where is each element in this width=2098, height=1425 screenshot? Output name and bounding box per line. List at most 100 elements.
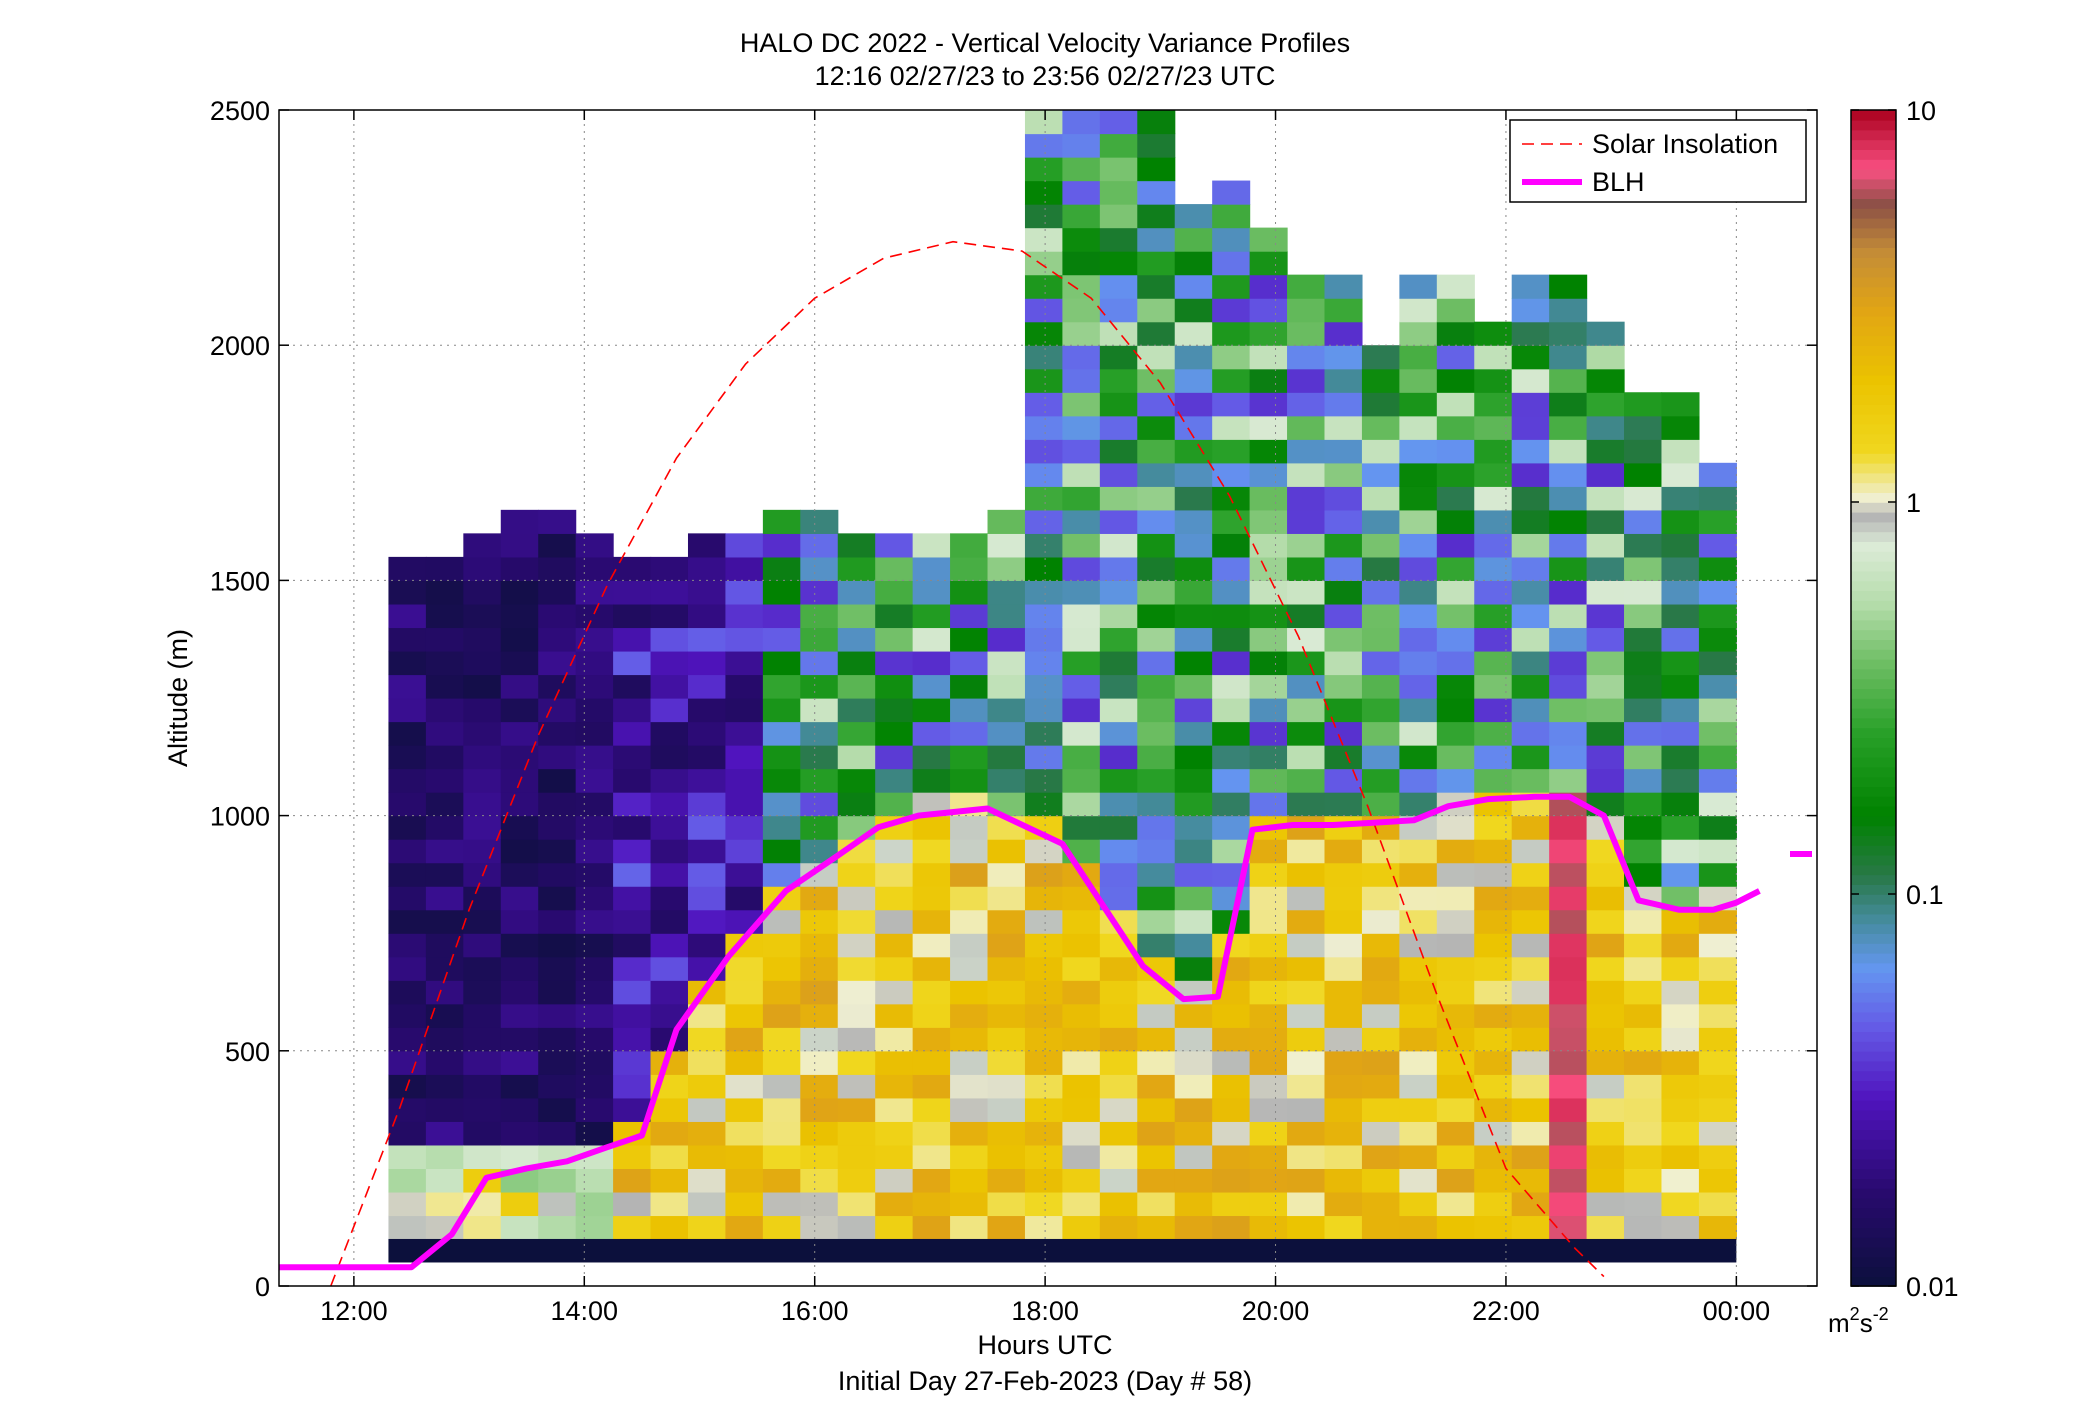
heatmap-cell — [987, 862, 1026, 887]
heatmap-cell — [1474, 345, 1513, 370]
heatmap-cell — [1137, 1027, 1176, 1052]
heatmap-cell — [1062, 533, 1101, 558]
heatmap-cell — [1511, 509, 1550, 534]
heatmap-cell — [837, 768, 876, 793]
heatmap-cell — [1698, 909, 1737, 934]
y-tick-label: 1500 — [210, 566, 270, 596]
heatmap-cell — [1324, 368, 1363, 393]
heatmap-cell — [1586, 886, 1625, 911]
heatmap-cell — [987, 909, 1026, 934]
heatmap-cell — [1249, 909, 1288, 934]
heatmap-cell — [950, 533, 989, 558]
heatmap-cell — [1287, 980, 1326, 1005]
heatmap-cell — [1361, 1191, 1400, 1217]
colorbar-segment — [1851, 923, 1896, 934]
x-tick-label: 00:00 — [1703, 1296, 1771, 1326]
heatmap-cell — [1436, 392, 1475, 417]
heatmap-cell — [1174, 486, 1213, 511]
heatmap-cell — [650, 933, 689, 958]
heatmap-cell — [1287, 1027, 1326, 1052]
heatmap-cell — [463, 745, 502, 770]
heatmap-cell — [1399, 1097, 1438, 1122]
heatmap-cell — [1436, 345, 1475, 370]
heatmap-cell — [425, 862, 464, 887]
heatmap-cell — [1361, 1074, 1400, 1099]
colorbar-segment — [1851, 345, 1896, 356]
heatmap-cell — [1361, 580, 1400, 605]
heatmap-cell — [1174, 580, 1213, 605]
heatmap-cell — [388, 603, 427, 629]
heatmap-cell — [388, 933, 427, 958]
heatmap-cell — [1624, 721, 1663, 746]
heatmap-cell — [1624, 792, 1663, 817]
heatmap-cell — [1624, 768, 1663, 793]
heatmap-cell — [1586, 933, 1625, 958]
heatmap-cell — [875, 1074, 914, 1099]
heatmap-cell — [1249, 298, 1288, 323]
heatmap-cell — [1549, 345, 1588, 370]
colorbar-segment — [1851, 1148, 1896, 1160]
heatmap-cell — [1361, 792, 1400, 817]
heatmap-cell — [1436, 721, 1475, 746]
heatmap-cell — [1549, 909, 1588, 934]
heatmap-cell — [1024, 204, 1063, 229]
heatmap-cell — [1549, 486, 1588, 511]
heatmap-cell — [388, 1191, 427, 1217]
heatmap-cell — [987, 839, 1026, 864]
heatmap-cell — [1174, 1144, 1213, 1169]
heatmap-cell — [388, 956, 427, 981]
heatmap-cell — [837, 1168, 876, 1193]
heatmap-cell — [1436, 1050, 1475, 1075]
heatmap-cell — [1174, 1168, 1213, 1193]
heatmap-cell — [1249, 533, 1288, 558]
heatmap-cell — [1586, 533, 1625, 558]
heatmap-cell — [1586, 956, 1625, 981]
colorbar-segment — [1851, 864, 1896, 876]
heatmap-cell — [725, 980, 764, 1005]
heatmap-cell — [1024, 133, 1063, 158]
colorbar-segment — [1851, 119, 1896, 131]
colorbar-segment — [1851, 600, 1896, 611]
heatmap-cell — [650, 1168, 689, 1193]
chart-subtitle: 12:16 02/27/23 to 23:56 02/27/23 UTC — [815, 61, 1276, 91]
heatmap-cell — [425, 1121, 464, 1146]
heatmap-cell — [912, 650, 951, 676]
heatmap-cell — [1361, 1121, 1400, 1146]
heatmap-cell — [1698, 1121, 1737, 1146]
heatmap-cell — [1624, 980, 1663, 1005]
heatmap-cell — [463, 650, 502, 676]
colorbar-segment — [1851, 1060, 1896, 1072]
heatmap-cell — [1062, 745, 1101, 770]
heatmap-cell — [1024, 1168, 1063, 1193]
heatmap-cell — [1474, 1121, 1513, 1146]
colorbar-segment — [1851, 198, 1896, 209]
heatmap-cell — [1249, 462, 1288, 487]
heatmap-cell — [1287, 886, 1326, 911]
heatmap-cell — [425, 721, 464, 746]
heatmap-cell — [1062, 650, 1101, 676]
heatmap-cell — [1249, 792, 1288, 817]
heatmap-cell — [1249, 603, 1288, 629]
heatmap-cell — [687, 1191, 727, 1217]
colorbar-segment — [1851, 325, 1896, 337]
heatmap-cell — [1324, 274, 1363, 299]
heatmap-cell — [1099, 674, 1138, 699]
heatmap-cell — [1099, 792, 1138, 817]
heatmap-cell — [1661, 839, 1700, 864]
heatmap-cell — [800, 815, 839, 840]
heatmap-cell — [613, 580, 652, 605]
heatmap-cell — [388, 650, 427, 676]
colorbar-segment — [1851, 874, 1896, 885]
axis-ticks — [279, 109, 1817, 1287]
heatmap-cell — [1624, 1215, 1663, 1240]
heatmap-cell — [1137, 368, 1176, 393]
heatmap-cell — [1624, 392, 1663, 417]
heatmap-cell — [875, 1027, 914, 1052]
heatmap-cell — [1361, 909, 1400, 934]
heatmap-cell — [575, 556, 614, 581]
heatmap-cell — [1174, 533, 1213, 558]
heatmap-cell — [837, 627, 876, 652]
heatmap-cell — [1174, 862, 1213, 887]
heatmap-cell — [1324, 698, 1363, 723]
heatmap-cell — [1287, 1003, 1326, 1028]
